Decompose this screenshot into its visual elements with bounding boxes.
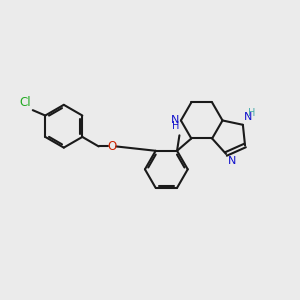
Text: O: O xyxy=(107,140,117,153)
Text: N: N xyxy=(171,116,179,125)
Text: H: H xyxy=(248,108,256,118)
Text: H: H xyxy=(172,121,179,131)
Text: Cl: Cl xyxy=(20,96,31,109)
Text: N: N xyxy=(244,112,253,122)
Text: N: N xyxy=(227,156,236,166)
